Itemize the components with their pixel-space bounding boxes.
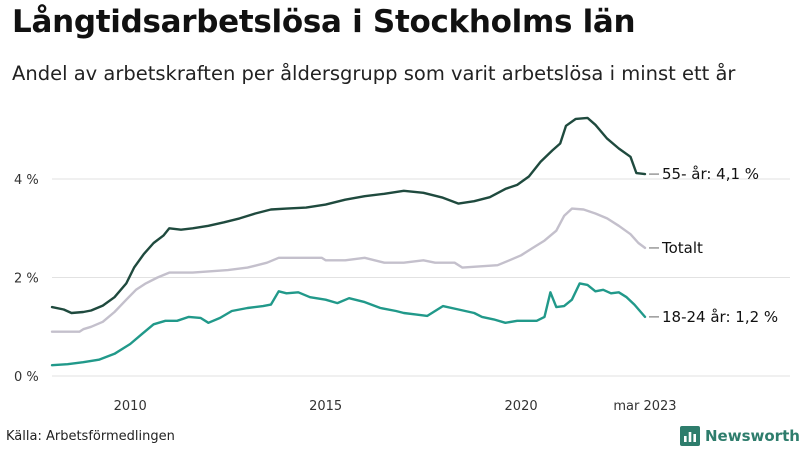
x-tick-label: 2015 — [309, 399, 342, 414]
end-label-total: Totalt — [661, 239, 703, 257]
y-axis-tick-labels: 0 % 2 % 4 % — [14, 173, 39, 385]
source-note: Källa: Arbetsförmedlingen — [6, 429, 175, 444]
bar-chart-icon — [680, 426, 700, 446]
y-tick-label: 0 % — [14, 370, 39, 385]
y-tick-label: 4 % — [14, 173, 39, 188]
y-tick-label: 2 % — [14, 272, 39, 287]
x-tick-label: 2020 — [505, 399, 538, 414]
x-tick-label: 2010 — [114, 399, 147, 414]
brand-name: Newsworthy — [705, 427, 800, 445]
series-lines — [50, 116, 647, 367]
series-line-total — [50, 207, 647, 333]
series-line-s55 — [50, 116, 647, 315]
brand-logo: Newsworthy — [680, 426, 800, 446]
end-label-s55: 55- år: 4,1 % — [662, 165, 759, 183]
chart-subtitle: Andel av arbetskraften per åldersgrupp s… — [12, 62, 736, 85]
x-axis-tick-labels: 2010 2015 2020 mar 2023 — [114, 399, 677, 414]
series-line-s1824 — [50, 282, 647, 367]
x-tick-label: mar 2023 — [613, 399, 676, 414]
end-labels: 55- år: 4,1 % Totalt 18-24 år: 1,2 % — [649, 165, 778, 326]
end-label-s1824: 18-24 år: 1,2 % — [662, 308, 778, 326]
chart-title: Långtidsarbetslösa i Stockholms län — [12, 4, 636, 40]
grid-lines — [52, 178, 790, 377]
